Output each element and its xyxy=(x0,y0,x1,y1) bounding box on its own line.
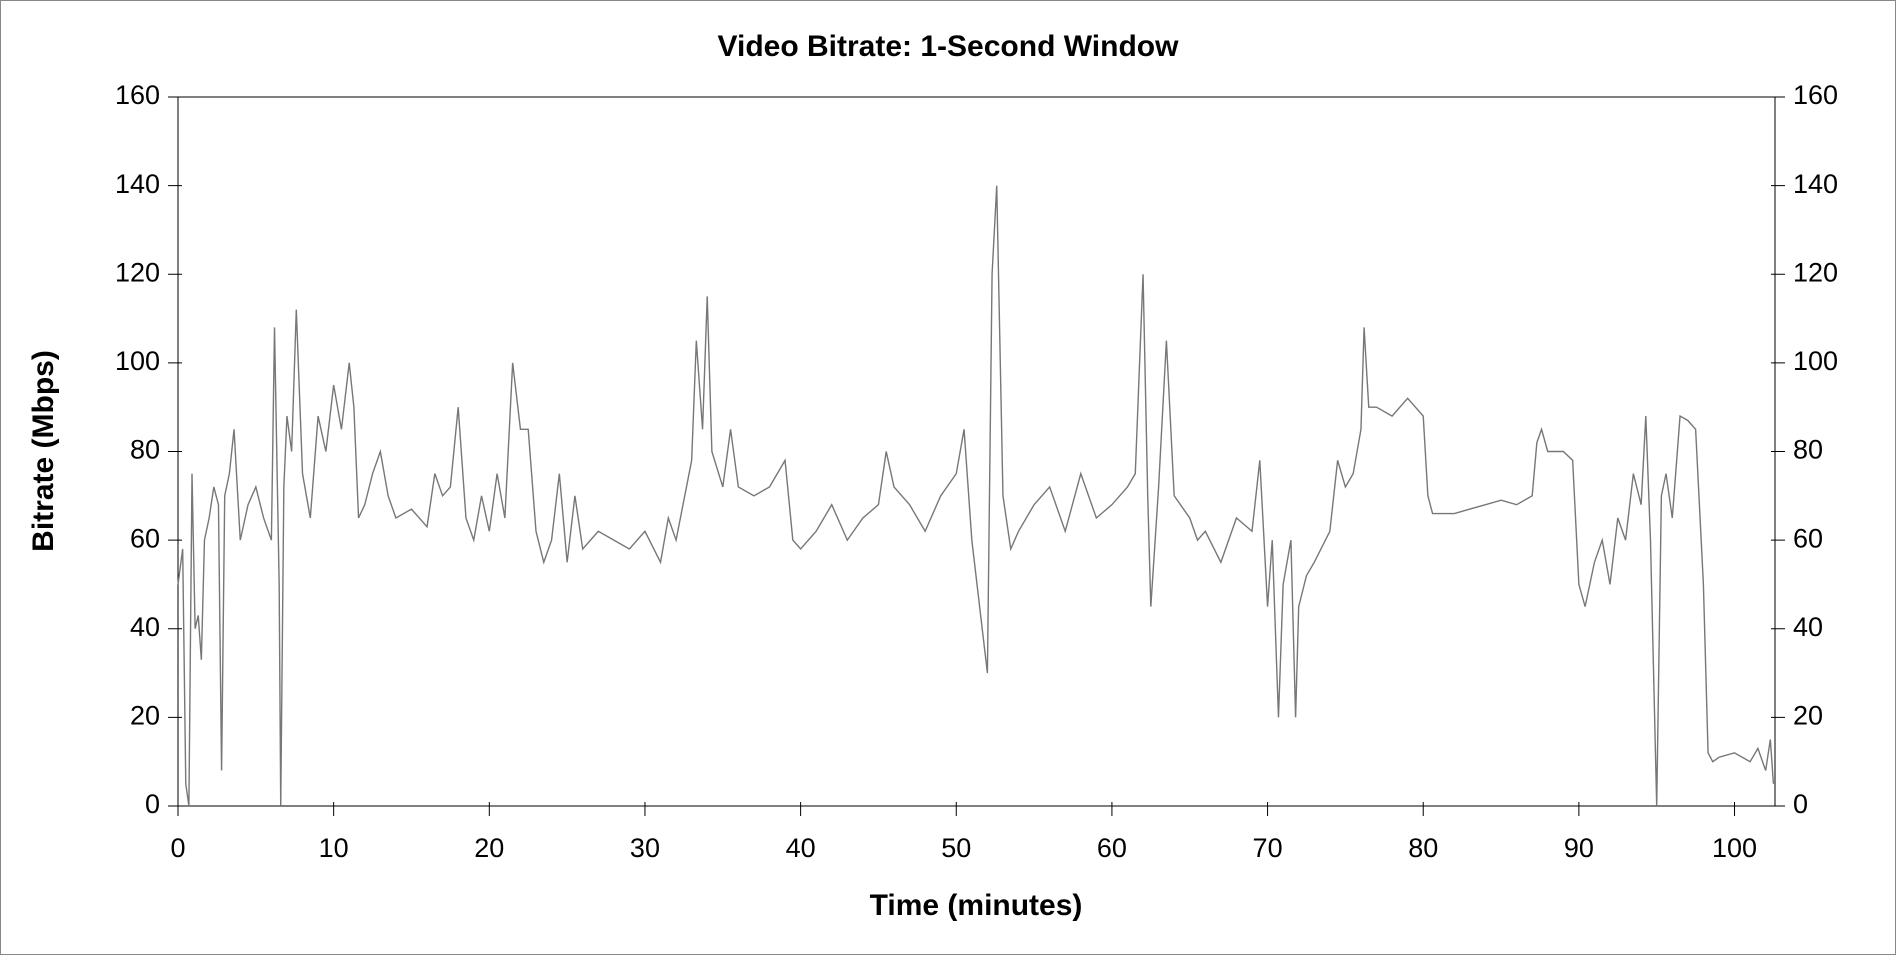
x-tick-label: 10 xyxy=(319,833,349,863)
y-tick-label: 20 xyxy=(130,701,160,731)
x-tick-label: 100 xyxy=(1712,833,1757,863)
x-tick-label: 80 xyxy=(1408,833,1438,863)
y-tick-label-right: 80 xyxy=(1793,435,1823,465)
x-tick-label: 60 xyxy=(1097,833,1127,863)
y-tick-label: 140 xyxy=(115,169,160,199)
bitrate-line xyxy=(177,185,1775,807)
x-tick-label: 90 xyxy=(1564,833,1594,863)
x-axis-label: Time (minutes) xyxy=(870,889,1083,922)
x-tick-label: 30 xyxy=(630,833,660,863)
y-tick-label-right: 0 xyxy=(1793,789,1808,819)
x-tick-label: 40 xyxy=(786,833,816,863)
y-tick-label: 100 xyxy=(115,346,160,376)
y-tick-label-right: 160 xyxy=(1793,80,1838,110)
y-tick-label: 120 xyxy=(115,257,160,287)
y-tick-label-right: 60 xyxy=(1793,523,1823,553)
y-tick-label-right: 100 xyxy=(1793,346,1838,376)
y-tick-label-right: 120 xyxy=(1793,257,1838,287)
chart-title: Video Bitrate: 1-Second Window xyxy=(718,30,1180,63)
x-tick-label: 70 xyxy=(1253,833,1283,863)
x-tick-label: 20 xyxy=(474,833,504,863)
y-axis-label: Bitrate (Mbps) xyxy=(27,350,60,552)
y-tick-label-right: 20 xyxy=(1793,701,1823,731)
y-tick-label: 0 xyxy=(145,789,160,819)
y-tick-label-right: 140 xyxy=(1793,169,1838,199)
x-tick-label: 0 xyxy=(170,833,185,863)
y-tick-label: 160 xyxy=(115,80,160,110)
y-tick-label-right: 40 xyxy=(1793,612,1823,642)
x-tick-label: 50 xyxy=(941,833,971,863)
y-tick-label: 40 xyxy=(130,612,160,642)
y-tick-label: 80 xyxy=(130,435,160,465)
y-tick-label: 60 xyxy=(130,523,160,553)
